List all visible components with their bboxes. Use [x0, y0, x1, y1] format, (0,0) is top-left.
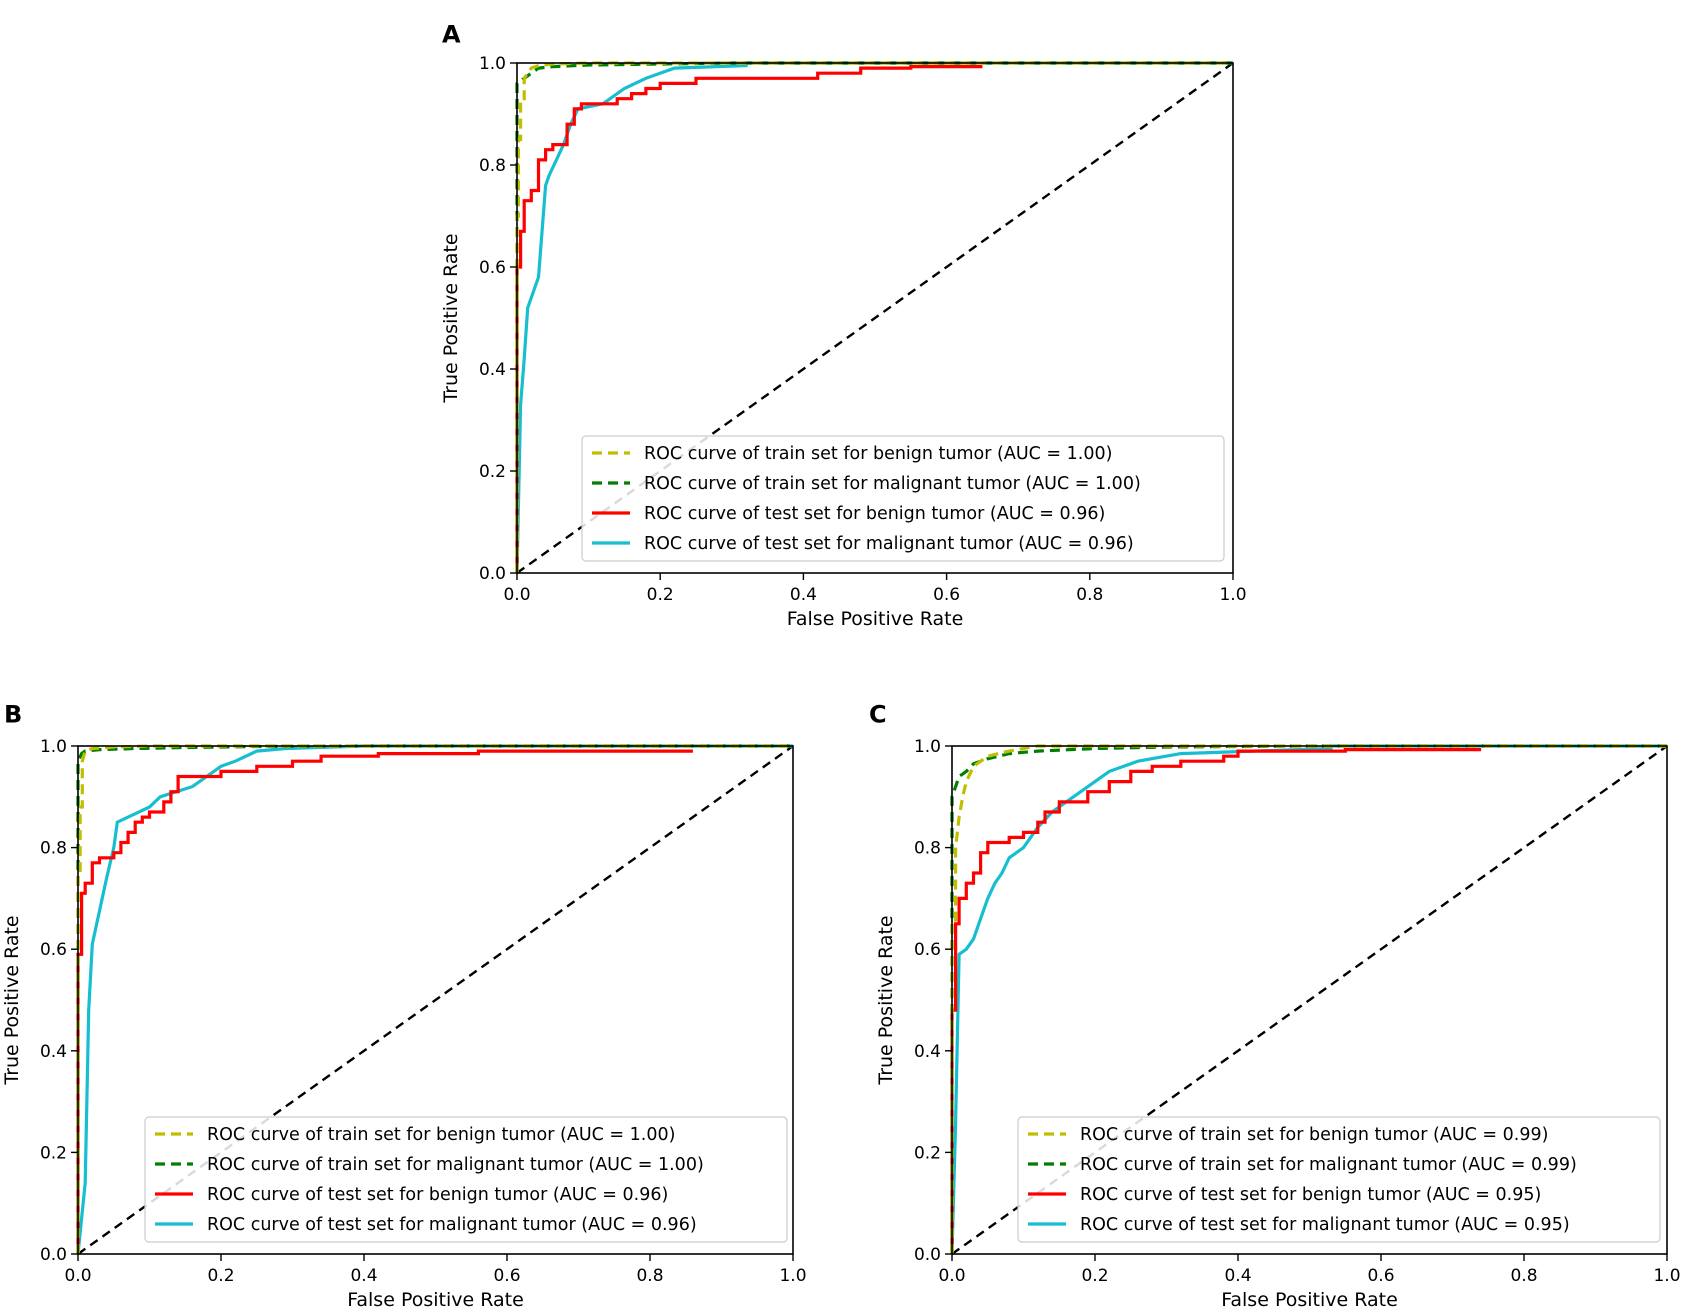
y-tick-label: 1.0 — [914, 737, 941, 757]
y-tick-label: 0.0 — [914, 1245, 941, 1265]
legend-box — [581, 435, 1225, 562]
y-tick-label: 0.2 — [479, 462, 506, 482]
x-tick-label: 0.4 — [790, 585, 817, 605]
legend-label-1: ROC curve of train set for malignant tum… — [1080, 1155, 1577, 1175]
y-axis-label: True Positive Rate — [1, 915, 23, 1085]
chance-diagonal-line — [516, 62, 1234, 574]
y-tick-label: 1.0 — [40, 737, 67, 757]
y-tick-label: 0.4 — [479, 360, 506, 380]
x-tick-label: 0.0 — [938, 1266, 965, 1286]
plot-frame — [516, 62, 1234, 574]
panel-letter: C — [869, 701, 887, 729]
x-tick-label: 1.0 — [1219, 585, 1246, 605]
legend-label-3: ROC curve of test set for malignant tumo… — [1080, 1215, 1570, 1235]
x-axis-label: False Positive Rate — [787, 608, 964, 630]
legend-label-0: ROC curve of train set for benign tumor … — [1080, 1125, 1548, 1145]
panel-letter: A — [442, 21, 461, 49]
y-tick-label: 0.6 — [479, 258, 506, 278]
y-axis-label: True Positive Rate — [875, 915, 897, 1085]
y-axis-label: True Positive Rate — [440, 233, 462, 403]
legend: ROC curve of train set for benign tumor … — [581, 435, 1225, 562]
legend-label-1: ROC curve of train set for malignant tum… — [644, 474, 1141, 494]
legend: ROC curve of train set for benign tumor … — [144, 1116, 788, 1243]
roc-panel-c: C 0.0 0.2 0.4 0.6 0.8 1.0 0.0 0.2 0.4 0.6 0.8 1.0 Fal… — [869, 701, 1681, 1311]
roc-series-line-1 — [76, 744, 793, 1254]
y-tick-label: 0.8 — [40, 839, 67, 859]
plot-frame — [77, 745, 794, 1255]
legend-label-3: ROC curve of test set for malignant tumo… — [644, 534, 1134, 554]
x-tick-label: 0.6 — [1367, 1266, 1394, 1286]
x-tick-label: 0.2 — [647, 585, 674, 605]
x-tick-label: 0.6 — [493, 1266, 520, 1286]
roc-series-line-2 — [515, 64, 983, 573]
y-tick-label: 0.6 — [40, 940, 67, 960]
y-tick-label: 0.0 — [479, 564, 506, 584]
x-tick-label: 0.4 — [350, 1266, 377, 1286]
legend-label-0: ROC curve of train set for benign tumor … — [644, 444, 1112, 464]
roc-panel-a: A 0.0 0.2 0.4 0.6 0.8 1.0 0.0 0.2 0.4 0.6 0.8 1.0 Fal… — [440, 21, 1247, 630]
x-tick-label: 0.2 — [1081, 1266, 1108, 1286]
x-tick-label: 0.6 — [933, 585, 960, 605]
roc-series-line-3 — [950, 744, 1667, 1255]
x-tick-label: 1.0 — [779, 1266, 806, 1286]
y-tick-label: 1.0 — [479, 54, 506, 74]
y-tick-label: 0.4 — [40, 1042, 67, 1062]
legend-label-0: ROC curve of train set for benign tumor … — [207, 1125, 675, 1145]
chance-diagonal-line — [951, 745, 1668, 1255]
y-tick-label: 0.2 — [914, 1143, 941, 1163]
panel-letter: B — [4, 701, 22, 729]
legend-label-2: ROC curve of test set for benign tumor (… — [1080, 1185, 1541, 1205]
y-tick-label: 0.8 — [479, 156, 506, 176]
roc-series-line-2 — [950, 747, 1482, 1254]
roc-series-line-3 — [76, 744, 793, 1255]
x-axis-label: False Positive Rate — [347, 1289, 524, 1311]
x-tick-label: 0.8 — [636, 1266, 663, 1286]
x-tick-label: 1.0 — [1653, 1266, 1680, 1286]
x-tick-label: 0.0 — [64, 1266, 91, 1286]
chance-diagonal-line — [77, 745, 794, 1255]
roc-panel-b: B 0.0 0.2 0.4 0.6 0.8 1.0 0.0 0.2 0.4 0.6 0.8 1.0 Fal… — [1, 701, 807, 1311]
legend-label-2: ROC curve of test set for benign tumor (… — [207, 1185, 668, 1205]
y-tick-label: 0.4 — [914, 1042, 941, 1062]
plot-frame — [951, 745, 1668, 1255]
y-tick-label: 0.0 — [40, 1245, 67, 1265]
legend-box — [1017, 1116, 1661, 1243]
x-tick-label: 0.8 — [1510, 1266, 1537, 1286]
y-tick-label: 0.2 — [40, 1143, 67, 1163]
x-tick-label: 0.0 — [503, 585, 530, 605]
y-tick-label: 0.6 — [914, 940, 941, 960]
x-axis-label: False Positive Rate — [1221, 1289, 1398, 1311]
x-tick-label: 0.8 — [1076, 585, 1103, 605]
y-tick-label: 0.8 — [914, 839, 941, 859]
x-tick-label: 0.2 — [207, 1266, 234, 1286]
legend-label-3: ROC curve of test set for malignant tumo… — [207, 1215, 697, 1235]
legend-label-1: ROC curve of train set for malignant tum… — [207, 1155, 704, 1175]
legend-label-2: ROC curve of test set for benign tumor (… — [644, 504, 1105, 524]
legend-box — [144, 1116, 788, 1243]
x-tick-label: 0.4 — [1224, 1266, 1251, 1286]
roc-series-line-2 — [76, 749, 693, 1254]
legend: ROC curve of train set for benign tumor … — [1017, 1116, 1661, 1243]
